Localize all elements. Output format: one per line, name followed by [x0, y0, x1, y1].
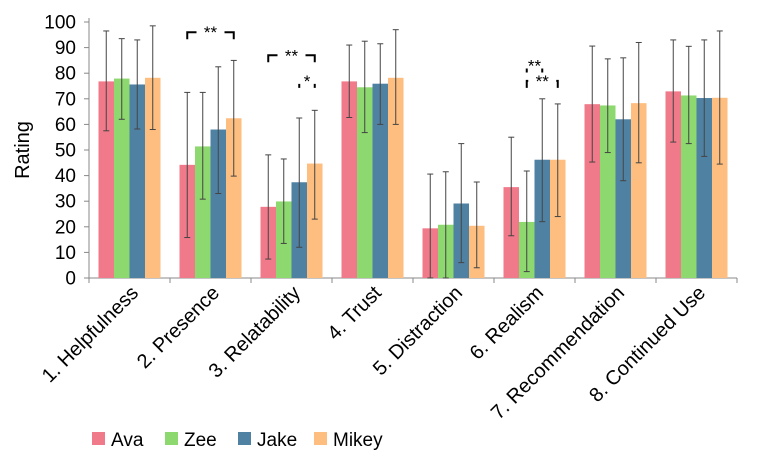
bar-ava [584, 104, 600, 279]
y-tick-label: 90 [55, 38, 76, 59]
significance-label: * [304, 72, 311, 91]
bar-jake [129, 84, 145, 279]
significance-label: ** [528, 57, 542, 76]
legend-swatch-jake [238, 432, 251, 445]
x-tick-label: 1. Helpfulness [38, 282, 143, 387]
bar-mikey [631, 103, 647, 278]
legend-swatch-ava [92, 432, 105, 445]
bar-jake [372, 83, 388, 278]
significance-gap [520, 62, 549, 69]
x-tick-label: 4. Trust [323, 282, 386, 345]
y-tick-label: 10 [55, 243, 76, 264]
legend-label-zee: Zee [184, 430, 217, 451]
significance-gap [298, 77, 316, 84]
legend-label-jake: Jake [257, 430, 297, 451]
x-tick-label: 7. Recommendation [487, 282, 629, 424]
bar-mikey [145, 77, 161, 278]
bar-jake [615, 119, 631, 278]
legend-label-mikey: Mikey [333, 430, 383, 451]
legend-swatch-mikey [314, 432, 327, 445]
significance-label: ** [536, 72, 550, 91]
significance-annotations: ********* [186, 23, 559, 91]
y-tick-label: 60 [55, 115, 76, 136]
bar-mikey [712, 97, 728, 278]
significance-gap [528, 77, 557, 84]
bar-zee [114, 78, 130, 279]
significance-gap [196, 29, 225, 36]
y-tick-label: 100 [44, 13, 76, 34]
y-tick-label: 80 [55, 64, 76, 85]
bar-mikey [307, 163, 323, 278]
bar-jake [696, 98, 712, 278]
significance-label: ** [285, 46, 299, 65]
bar-zee [195, 146, 211, 278]
y-tick-label: 0 [65, 269, 76, 290]
bar-mikey [550, 159, 566, 278]
bar-zee [357, 87, 373, 278]
error-bars [103, 25, 723, 279]
y-tick-label: 30 [55, 192, 76, 213]
y-tick-label: 50 [55, 141, 76, 162]
y-axis-label: Rating [12, 121, 34, 179]
bar-ava [341, 81, 357, 278]
axes: 0 10 20 30 40 50 60 70 80 90 100 [44, 13, 738, 290]
legend-swatch-zee [165, 432, 178, 445]
legend-label-ava: Ava [111, 430, 144, 451]
bar-ava [665, 91, 681, 278]
x-tick-label: 2. Presence [133, 282, 224, 373]
significance-gap [277, 52, 306, 59]
bar-jake [210, 129, 226, 278]
significance-label: ** [204, 23, 218, 42]
bar-zee [681, 95, 697, 278]
x-tick-label: 6. Realism [466, 282, 548, 364]
bar-zee [600, 105, 616, 279]
bar-mikey [226, 118, 242, 278]
bars [98, 77, 728, 279]
y-tick-label: 40 [55, 166, 76, 187]
bar-mikey [388, 77, 404, 278]
legend: Ava Zee Jake Mikey [92, 430, 383, 451]
y-tick-label: 70 [55, 89, 76, 110]
bar-ava [98, 81, 114, 278]
y-tick-label: 20 [55, 217, 76, 238]
